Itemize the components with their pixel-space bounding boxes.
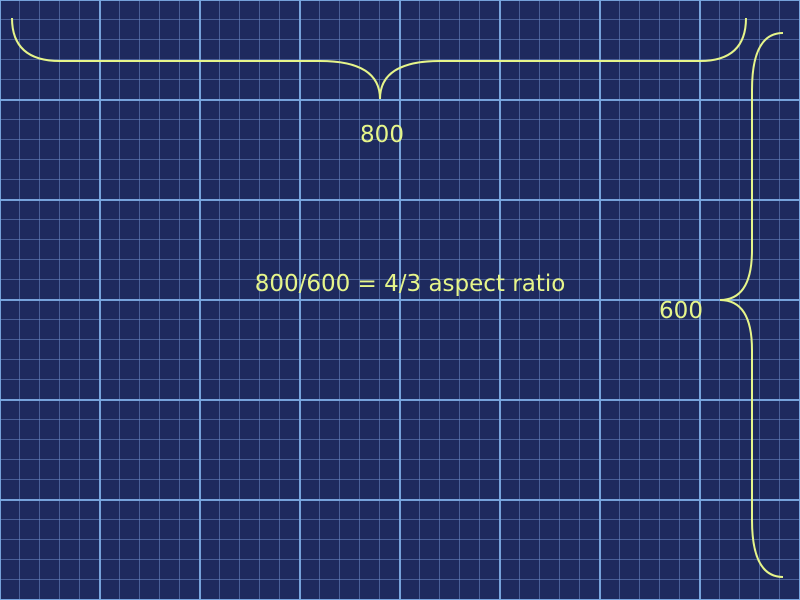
aspect-ratio-label: 800/600 = 4/3 aspect ratio bbox=[254, 271, 566, 297]
height-brace bbox=[719, 32, 784, 578]
width-label: 800 bbox=[360, 122, 404, 148]
width-brace bbox=[11, 17, 747, 100]
height-label: 600 bbox=[659, 298, 703, 324]
